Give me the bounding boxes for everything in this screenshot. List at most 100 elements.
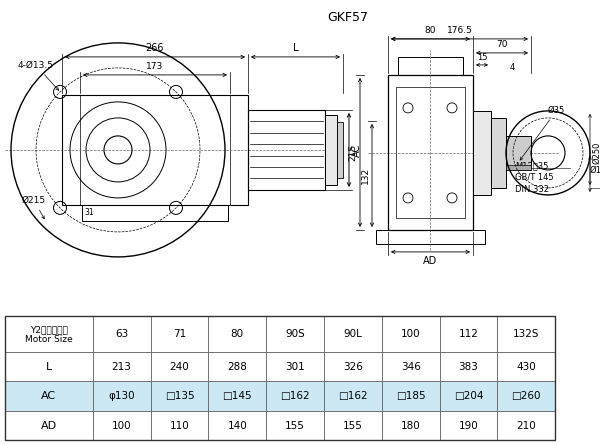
Bar xyxy=(440,352,497,381)
Text: AD: AD xyxy=(424,256,437,266)
Text: □145: □145 xyxy=(223,391,252,401)
Text: 180: 180 xyxy=(401,420,421,431)
Bar xyxy=(208,352,266,381)
Text: 173: 173 xyxy=(146,62,164,71)
Text: □135: □135 xyxy=(164,391,194,401)
Bar xyxy=(5,411,92,440)
Bar xyxy=(92,316,151,352)
Text: GB/T 145: GB/T 145 xyxy=(515,173,554,182)
Text: 155: 155 xyxy=(285,420,305,431)
Text: 90L: 90L xyxy=(343,329,362,339)
Text: 326: 326 xyxy=(343,361,363,372)
Bar xyxy=(491,118,506,188)
Text: 213: 213 xyxy=(112,361,131,372)
Bar xyxy=(396,87,465,218)
Bar xyxy=(497,381,555,411)
Text: 346: 346 xyxy=(401,361,421,372)
Bar xyxy=(382,411,440,440)
Text: Ø180: Ø180 xyxy=(590,166,600,174)
Text: 100: 100 xyxy=(401,329,421,339)
Text: □162: □162 xyxy=(280,391,310,401)
Bar xyxy=(5,352,92,381)
Bar xyxy=(92,352,151,381)
Bar xyxy=(324,316,382,352)
Text: 266: 266 xyxy=(146,43,164,53)
Text: 4: 4 xyxy=(510,63,515,72)
Text: 4-Ø13.5: 4-Ø13.5 xyxy=(18,61,59,90)
Text: φ130: φ130 xyxy=(108,391,135,401)
Text: 15: 15 xyxy=(477,53,487,62)
Bar xyxy=(506,136,531,170)
Bar xyxy=(5,381,92,411)
Text: 132S: 132S xyxy=(513,329,539,339)
Text: L: L xyxy=(293,43,298,53)
Bar xyxy=(92,411,151,440)
Bar xyxy=(376,230,485,244)
Bar xyxy=(266,352,324,381)
Bar xyxy=(62,95,248,205)
Text: 430: 430 xyxy=(517,361,536,372)
Bar xyxy=(266,411,324,440)
Text: 140: 140 xyxy=(227,420,247,431)
Text: 383: 383 xyxy=(458,361,478,372)
Bar xyxy=(325,115,337,185)
Text: 70: 70 xyxy=(496,40,508,49)
Bar xyxy=(388,75,473,230)
Bar xyxy=(337,122,343,178)
Text: AC: AC xyxy=(352,143,362,157)
Bar xyxy=(151,352,208,381)
Text: 215: 215 xyxy=(348,144,357,162)
Text: Motor Size: Motor Size xyxy=(25,335,73,344)
Bar xyxy=(266,381,324,411)
Text: 63: 63 xyxy=(115,329,128,339)
Text: 110: 110 xyxy=(170,420,189,431)
Bar xyxy=(208,411,266,440)
Bar xyxy=(151,316,208,352)
Bar xyxy=(324,352,382,381)
Bar xyxy=(440,316,497,352)
Bar xyxy=(151,411,208,440)
Bar xyxy=(151,381,208,411)
Text: 132: 132 xyxy=(361,167,370,184)
Text: □260: □260 xyxy=(511,391,541,401)
Text: □162: □162 xyxy=(338,391,368,401)
Bar xyxy=(497,316,555,352)
Text: DIN 332: DIN 332 xyxy=(515,185,549,194)
Text: □185: □185 xyxy=(396,391,425,401)
Bar xyxy=(473,111,491,195)
Text: 80: 80 xyxy=(230,329,244,339)
Text: □204: □204 xyxy=(454,391,483,401)
Bar xyxy=(324,381,382,411)
Text: Ø215: Ø215 xyxy=(22,196,46,219)
Text: 90S: 90S xyxy=(285,329,305,339)
Text: 288: 288 xyxy=(227,361,247,372)
Text: M12深35: M12深35 xyxy=(515,161,548,170)
Bar xyxy=(5,316,555,440)
Bar xyxy=(266,316,324,352)
Bar xyxy=(5,316,92,352)
Text: AD: AD xyxy=(41,420,57,431)
Text: 155: 155 xyxy=(343,420,363,431)
Bar xyxy=(92,381,151,411)
Bar xyxy=(324,411,382,440)
Text: Ø35: Ø35 xyxy=(520,106,565,160)
Text: L: L xyxy=(46,361,52,372)
Text: Y2电机机座号: Y2电机机座号 xyxy=(30,325,68,334)
Bar xyxy=(208,381,266,411)
Bar xyxy=(208,316,266,352)
Text: 80: 80 xyxy=(425,26,436,35)
Text: 31: 31 xyxy=(84,208,94,218)
Text: 210: 210 xyxy=(517,420,536,431)
Text: 112: 112 xyxy=(458,329,478,339)
Bar xyxy=(248,110,325,190)
Bar xyxy=(382,352,440,381)
Text: 240: 240 xyxy=(170,361,189,372)
Bar xyxy=(497,411,555,440)
Text: AC: AC xyxy=(41,391,56,401)
Bar xyxy=(440,381,497,411)
Bar xyxy=(382,316,440,352)
Bar xyxy=(382,381,440,411)
Bar xyxy=(82,205,228,221)
Text: 190: 190 xyxy=(458,420,478,431)
Bar xyxy=(440,411,497,440)
